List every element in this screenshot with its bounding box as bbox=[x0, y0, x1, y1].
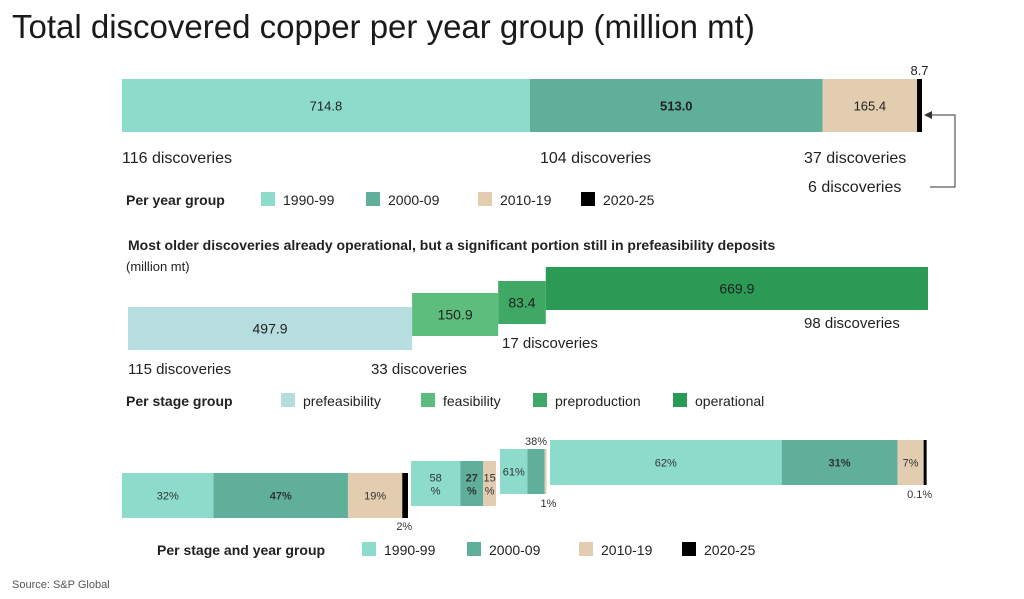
year-stage-legend-swatch bbox=[682, 542, 696, 556]
share-segment-1990-99 bbox=[550, 440, 782, 485]
connector-line bbox=[930, 114, 956, 188]
discoveries-label: 104 discoveries bbox=[540, 150, 651, 167]
discoveries-label: 6 discoveries bbox=[808, 179, 901, 196]
data-label: 513.0 bbox=[660, 99, 693, 114]
share-label: 27% bbox=[466, 473, 478, 498]
bar-segment-1990-99 bbox=[122, 79, 530, 132]
year-legend-swatch bbox=[478, 192, 492, 206]
share-label: 47% bbox=[270, 491, 292, 503]
year-stage-legend-title: Per stage and year group bbox=[157, 542, 325, 558]
data-label: 165.4 bbox=[854, 99, 887, 114]
share-segment-2010-19 bbox=[544, 449, 547, 494]
discoveries-label: 98 discoveries bbox=[804, 315, 900, 332]
discoveries-label: 115 discoveries bbox=[128, 361, 231, 378]
stage-legend-label: preproduction bbox=[555, 393, 641, 409]
data-label: 83.4 bbox=[508, 295, 535, 311]
bar-segment-2000-09 bbox=[529, 79, 823, 132]
year-legend-label: 1990-99 bbox=[283, 192, 335, 208]
year-legend-label: 2000-09 bbox=[388, 192, 440, 208]
share-segment-2020-25 bbox=[923, 440, 927, 485]
year-legend-swatch bbox=[261, 192, 275, 206]
share-segment-1990-99 bbox=[411, 461, 461, 506]
share-label: 1% bbox=[541, 498, 557, 510]
share-segment-2000-09 bbox=[527, 449, 545, 494]
share-label: 58% bbox=[430, 473, 442, 498]
share-label: 38% bbox=[525, 436, 547, 448]
share-segment-2010-19 bbox=[483, 461, 496, 506]
year-stage-legend-label: 2010-19 bbox=[601, 542, 653, 558]
discoveries-label: 116 discoveries bbox=[122, 150, 232, 167]
chart-subtitle: Most older discoveries already operation… bbox=[128, 237, 775, 253]
page-title: Total discovered copper per year group (… bbox=[12, 8, 755, 45]
year-stage-legend-label: 2000-09 bbox=[489, 542, 541, 558]
stage-legend-label: feasibility bbox=[443, 393, 501, 409]
data-label: 669.9 bbox=[719, 281, 754, 297]
stage-legend-swatch bbox=[281, 393, 295, 407]
stage-legend-label: prefeasibility bbox=[303, 393, 381, 409]
year-stage-legend-label: 1990-99 bbox=[384, 542, 436, 558]
bar-segment-prefeasibility bbox=[128, 307, 413, 350]
share-label: 61% bbox=[503, 467, 525, 479]
year-stage-legend-label: 2020-25 bbox=[704, 542, 756, 558]
share-label: 15% bbox=[484, 473, 496, 498]
share-segment-2000-09 bbox=[781, 440, 898, 485]
share-label: 0.1% bbox=[907, 489, 932, 501]
bar-segment-2010-19 bbox=[822, 79, 918, 132]
year-legend-label: 2020-25 bbox=[603, 192, 655, 208]
data-label: 150.9 bbox=[438, 307, 473, 323]
data-label: 497.9 bbox=[253, 321, 288, 337]
year-legend-swatch bbox=[366, 192, 380, 206]
stage-legend-swatch bbox=[533, 393, 547, 407]
share-segment-2010-19 bbox=[347, 473, 403, 518]
year-stage-legend-swatch bbox=[362, 542, 376, 556]
year-stage-legend-swatch bbox=[467, 542, 481, 556]
bar-segment-feasibility bbox=[412, 293, 499, 336]
year-stage-legend-swatch bbox=[579, 542, 593, 556]
share-segment-2000-09 bbox=[460, 461, 484, 506]
share-segment-2020-25 bbox=[402, 473, 408, 518]
share-segment-1990-99 bbox=[500, 449, 528, 494]
discoveries-label: 37 discoveries bbox=[804, 150, 906, 167]
share-label: 19% bbox=[364, 491, 386, 503]
share-segment-2000-09 bbox=[213, 473, 348, 518]
arrow-head bbox=[924, 111, 932, 119]
year-legend-title: Per year group bbox=[126, 192, 225, 208]
share-label: 62% bbox=[655, 458, 677, 470]
year-legend-swatch bbox=[581, 192, 595, 206]
bar-segment-operational bbox=[545, 267, 928, 310]
share-label: 32% bbox=[157, 491, 179, 503]
discoveries-label: 33 discoveries bbox=[371, 361, 467, 378]
share-segment-1990-99 bbox=[122, 473, 214, 518]
data-label: 8.7 bbox=[910, 63, 928, 78]
stage-legend-swatch bbox=[673, 393, 687, 407]
bar-segment-2020-25 bbox=[917, 79, 922, 132]
share-label: 2% bbox=[396, 521, 412, 533]
year-legend-label: 2010-19 bbox=[500, 192, 552, 208]
share-segment-2010-19 bbox=[897, 440, 924, 485]
share-label: 31% bbox=[829, 458, 851, 470]
stage-legend-swatch bbox=[421, 393, 435, 407]
data-label: 714.8 bbox=[310, 99, 343, 114]
source-note: Source: S&P Global bbox=[12, 579, 110, 591]
stage-legend-label: operational bbox=[695, 393, 764, 409]
discoveries-label: 17 discoveries bbox=[502, 335, 598, 352]
unit-label: (million mt) bbox=[126, 259, 190, 274]
stage-legend-title: Per stage group bbox=[126, 393, 233, 409]
bar-segment-preproduction bbox=[498, 281, 546, 324]
share-label: 7% bbox=[903, 458, 919, 470]
